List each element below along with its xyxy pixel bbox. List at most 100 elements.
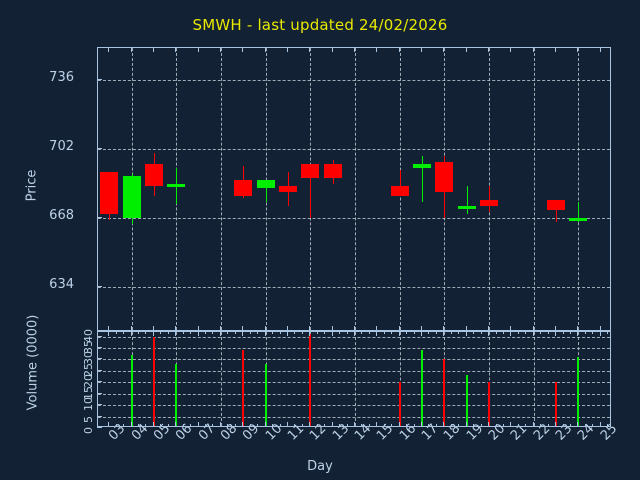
minor-tick-mark	[324, 424, 326, 427]
day-tick-mark	[599, 422, 601, 427]
minor-tick-mark	[383, 424, 385, 427]
minor-tick-mark	[570, 331, 572, 334]
minor-tick-mark	[562, 424, 564, 427]
day-tick-mark	[398, 422, 400, 427]
day-tick-mark	[242, 326, 244, 331]
day-tick-mark	[532, 331, 534, 336]
day-tick-mark	[331, 422, 333, 427]
day-tick-mark	[465, 422, 467, 427]
day-tick-mark	[152, 331, 154, 336]
day-tick-mark	[309, 47, 311, 52]
day-tick-mark	[152, 47, 154, 52]
minor-tick-mark	[361, 424, 363, 427]
day-tick-mark	[286, 47, 288, 52]
price-tick-mark	[97, 148, 102, 150]
day-tick-mark	[555, 331, 557, 336]
price-tick-label: 634	[49, 277, 74, 293]
day-tick-mark	[219, 331, 221, 336]
minor-tick-mark	[301, 331, 303, 334]
price-tick-label: 668	[49, 208, 74, 224]
minor-tick-mark	[167, 424, 169, 427]
candle-body	[301, 163, 320, 178]
day-tick-mark	[219, 47, 221, 52]
day-tick-mark	[577, 331, 579, 336]
volume-bar	[555, 382, 558, 426]
day-tick-mark	[130, 47, 132, 52]
candle-body	[435, 161, 454, 193]
volume-tick-mark	[97, 347, 102, 348]
minor-tick-mark	[145, 424, 147, 427]
day-tick-mark	[354, 326, 355, 331]
day-tick-mark	[108, 47, 110, 52]
volume-tick-mark	[97, 358, 102, 360]
day-tick-mark	[242, 422, 244, 427]
minor-tick-mark	[339, 424, 341, 427]
minor-tick-mark	[562, 331, 564, 334]
day-tick-mark	[264, 47, 266, 52]
volume-plot-area	[97, 331, 611, 427]
minor-tick-mark	[368, 424, 370, 427]
price-gridline-vertical	[533, 48, 535, 330]
minor-tick-mark	[517, 331, 519, 334]
volume-bar	[398, 382, 401, 426]
candle-wick	[489, 185, 491, 213]
price-tick-label: 736	[49, 70, 74, 86]
day-tick-mark	[510, 331, 512, 336]
minor-tick-mark	[234, 424, 236, 427]
minor-tick-mark	[167, 331, 169, 334]
minor-tick-mark	[517, 424, 519, 427]
day-tick-mark	[331, 331, 333, 336]
day-tick-mark	[398, 47, 400, 52]
day-tick-mark	[175, 326, 177, 331]
candle-body	[122, 175, 141, 219]
minor-tick-mark	[480, 424, 482, 427]
volume-bar	[443, 359, 446, 426]
minor-tick-mark	[547, 331, 549, 334]
minor-tick-mark	[458, 424, 460, 427]
day-tick-mark	[510, 326, 512, 331]
day-tick-mark	[555, 47, 557, 52]
day-tick-mark	[398, 331, 400, 336]
minor-tick-mark	[123, 424, 125, 427]
price-gridline	[98, 218, 610, 220]
day-tick-mark	[532, 47, 534, 52]
day-tick-mark	[197, 331, 199, 336]
day-tick-mark	[488, 331, 490, 336]
minor-tick-mark	[450, 331, 452, 334]
minor-tick-mark	[391, 331, 393, 334]
minor-tick-mark	[182, 331, 184, 334]
volume-tick-mark	[97, 392, 102, 394]
day-tick-mark	[599, 47, 601, 52]
day-tick-mark	[108, 422, 110, 427]
day-tick-mark	[421, 326, 423, 331]
minor-tick-mark	[212, 424, 214, 427]
minor-tick-mark	[413, 424, 415, 427]
volume-axis-label: Volume (0000)	[25, 314, 41, 411]
price-plot-area	[97, 47, 611, 331]
minor-tick-mark	[473, 424, 475, 427]
volume-gridline	[98, 416, 610, 418]
minor-tick-mark	[123, 331, 125, 334]
day-tick-mark	[197, 326, 199, 331]
day-tick-mark	[599, 326, 601, 331]
minor-tick-mark	[391, 424, 393, 427]
candle-wick	[422, 155, 424, 203]
candle-body	[390, 185, 409, 197]
minor-tick-mark	[257, 331, 259, 334]
candle-wick	[265, 179, 267, 203]
day-tick-mark	[175, 47, 177, 52]
candle-body	[100, 171, 119, 215]
day-tick-mark	[510, 422, 512, 427]
day-tick-mark	[309, 326, 311, 331]
day-tick-mark	[376, 422, 378, 427]
candle-wick	[556, 200, 558, 223]
day-tick-mark	[219, 326, 221, 331]
day-tick-mark	[577, 47, 579, 52]
day-tick-mark	[309, 331, 311, 336]
volume-gridline	[98, 382, 610, 384]
candle-body	[144, 163, 163, 186]
candle-body	[278, 185, 297, 193]
minor-tick-mark	[227, 424, 229, 427]
minor-tick-mark	[458, 331, 460, 334]
day-tick-mark	[264, 422, 266, 427]
